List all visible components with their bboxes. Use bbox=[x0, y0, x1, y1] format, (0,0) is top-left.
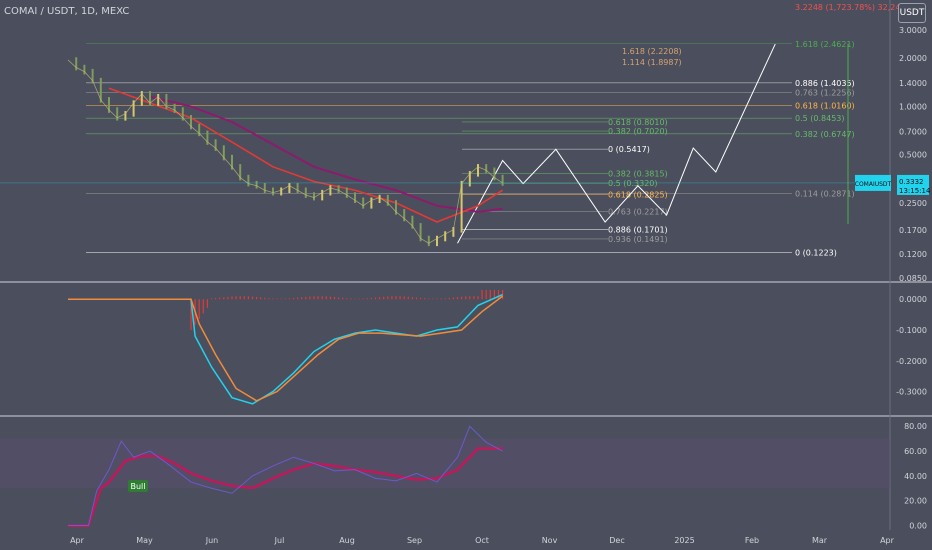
symbol-badge-label: COMAIUSDT bbox=[855, 181, 892, 188]
price-tick-label: 0.7000 bbox=[899, 127, 927, 136]
price-badge-countdown: 13:15:14 bbox=[899, 187, 931, 195]
fib-level-label: 0.5 (0.8453) bbox=[795, 114, 845, 123]
fib-level-label: 0.886 (0.1701) bbox=[608, 226, 668, 235]
price-tick-label: 0.5000 bbox=[899, 151, 927, 160]
fib-level-label: 0.618 (1.0160) bbox=[795, 101, 855, 110]
fib-level-label: 1.618 (2.2208) bbox=[622, 47, 682, 56]
price-tick-label: 1.0000 bbox=[899, 102, 927, 111]
price-tick-label: 0.0850 bbox=[899, 274, 927, 283]
osc-tick-label: 0.0000 bbox=[899, 295, 927, 304]
rsi-tick-label: 0.00 bbox=[909, 522, 927, 531]
rsi-band bbox=[0, 438, 890, 489]
osc-series-line bbox=[68, 293, 503, 405]
price-tick-label: 0.2500 bbox=[899, 199, 927, 208]
symbol-title: COMAI / USDT, 1D, MEXC bbox=[4, 6, 130, 17]
x-tick-label: Oct bbox=[475, 536, 489, 545]
x-tick-label: 2025 bbox=[674, 536, 694, 545]
price-tick-label: 2.0000 bbox=[899, 54, 927, 63]
bull-badge bbox=[128, 480, 148, 492]
fib-level-label: 0.886 (1.4035) bbox=[795, 79, 855, 88]
x-tick-label: Mar bbox=[812, 536, 828, 545]
rsi-tick-label: 20.00 bbox=[904, 497, 927, 506]
fib-level-label: 0.382 (0.6747) bbox=[795, 130, 855, 139]
currency-button[interactable]: USDT bbox=[898, 3, 926, 23]
x-tick-label: Sep bbox=[407, 536, 422, 545]
rsi-series-line bbox=[68, 425, 503, 527]
fib-level-label: 0.763 (0.2217) bbox=[608, 207, 668, 216]
x-tick-label: May bbox=[136, 536, 153, 545]
bull-badge-label: Bull bbox=[130, 482, 145, 491]
fib-level-label: 0.618 (0.8010) bbox=[608, 118, 668, 127]
price-badge bbox=[897, 174, 929, 195]
fib-level-label: 1.618 (2.4621) bbox=[795, 40, 855, 49]
osc-tick-label: -0.3000 bbox=[896, 388, 927, 397]
fib-level-label: 0.382 (0.7020) bbox=[608, 127, 668, 136]
osc-series-line bbox=[68, 295, 504, 402]
rsi-series-line bbox=[68, 447, 503, 527]
fib-level-label: 0.936 (0.1491) bbox=[608, 235, 668, 244]
rsi-tick-label: 80.00 bbox=[904, 422, 927, 431]
fib-level-label: 0.5 (0.3320) bbox=[608, 179, 658, 188]
projection-path bbox=[457, 43, 776, 244]
top-fib-label: 3.2248 (1,723.78%) 32,249 bbox=[795, 3, 906, 12]
osc-tick-label: -0.1000 bbox=[896, 326, 927, 335]
price-tick-label: 0.1700 bbox=[899, 226, 927, 235]
price-badge-value: 0.3332 bbox=[899, 178, 924, 186]
fib-level-label: 0 (0.5417) bbox=[608, 145, 650, 154]
price-tick-label: 3.0000 bbox=[899, 26, 927, 35]
x-tick-label: Aug bbox=[339, 536, 355, 545]
fib-level-label: 0.382 (0.3815) bbox=[608, 170, 668, 179]
osc-tick-label: -0.2000 bbox=[896, 357, 927, 366]
fib-level-label: 0.114 (0.2871) bbox=[795, 189, 855, 198]
symbol-badge bbox=[855, 174, 891, 191]
rsi-tick-label: 60.00 bbox=[904, 447, 927, 456]
x-tick-label: Apr bbox=[70, 536, 85, 545]
x-tick-label: Jul bbox=[274, 536, 285, 545]
fib-level-label: 1.114 (1.8987) bbox=[622, 58, 682, 67]
fib-level-label: 0.763 (1.2256) bbox=[795, 88, 855, 97]
x-tick-label: Dec bbox=[609, 536, 624, 545]
price-line bbox=[67, 59, 503, 244]
rsi-tick-label: 40.00 bbox=[904, 472, 927, 481]
x-tick-label: Jun bbox=[205, 536, 219, 545]
x-tick-label: Nov bbox=[542, 536, 558, 545]
fib-level-label: 0 (0.1223) bbox=[795, 249, 837, 258]
x-tick-label: Apr bbox=[880, 536, 895, 545]
price-tick-label: 1.4000 bbox=[899, 79, 927, 88]
price-tick-label: 0.1200 bbox=[899, 250, 927, 259]
fib-level-label: 0.618 (0.2825) bbox=[608, 190, 668, 199]
x-tick-label: Feb bbox=[745, 536, 759, 545]
